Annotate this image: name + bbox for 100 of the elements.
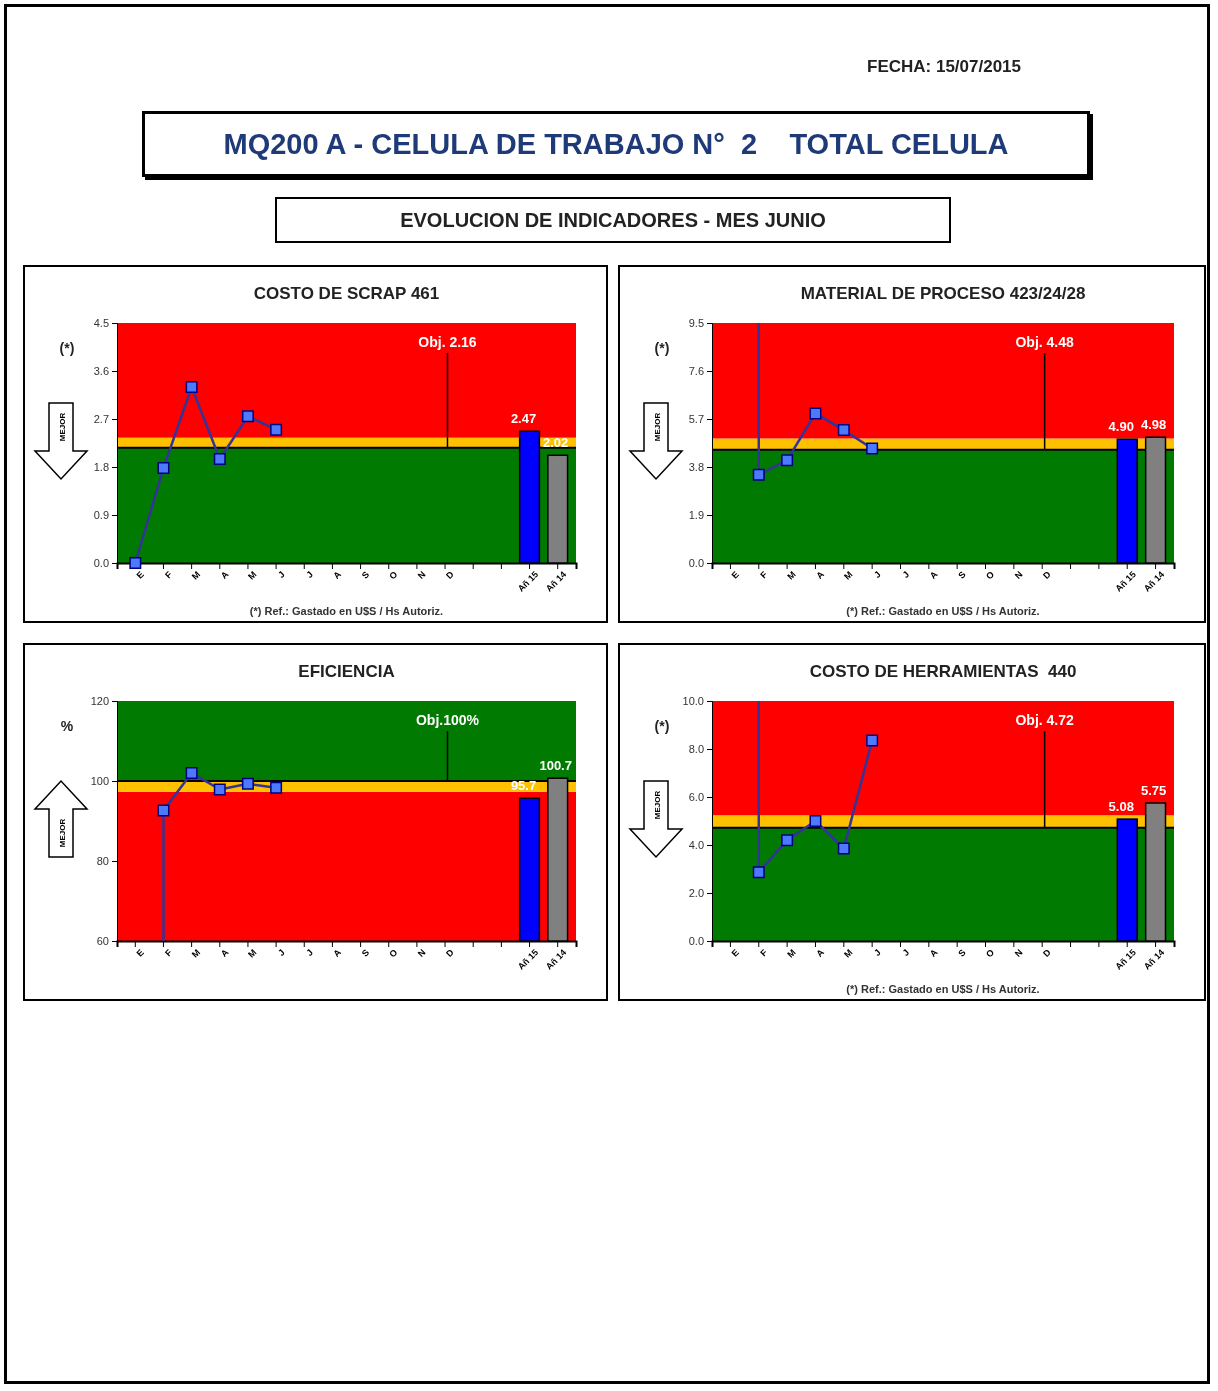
x-tick-label: F: [163, 947, 175, 959]
chart-title: EFICIENCIA: [298, 662, 395, 681]
x-tick-label: Añ 15: [1113, 569, 1138, 594]
text: FECHA: 15/07/2015: [867, 57, 1022, 77]
x-tick-label: S: [956, 947, 968, 959]
x-tick-label: Añ 15: [1113, 947, 1138, 972]
data-label: 4.90: [1108, 419, 1134, 435]
x-tick-label: A: [331, 569, 344, 582]
x-tick-label: M: [189, 947, 203, 960]
arrow-icon: MEJOR: [628, 402, 684, 481]
x-tick-label: N: [415, 947, 428, 960]
x-tick-label: N: [1012, 569, 1025, 582]
chart-title: COSTO DE HERRAMIENTAS 440: [809, 662, 1077, 681]
y-tick-label: 2.7: [93, 413, 109, 426]
data-label: 5.75: [1140, 783, 1167, 798]
x-tick-label: A: [814, 569, 827, 582]
x-tick-label: J: [872, 947, 883, 958]
ref-line-label: Obj. 2.16: [418, 334, 477, 350]
y-tick-label: 4.5: [93, 317, 109, 330]
x-tick-label: D: [1041, 947, 1054, 960]
ref-line-label: Obj.100%: [415, 712, 480, 728]
x-tick-label: M: [842, 569, 855, 582]
x-tick-label: E: [729, 569, 742, 581]
x-tick-label: O: [984, 569, 997, 582]
x-tick-label: S: [956, 569, 968, 581]
x-tick-label: J: [276, 569, 287, 580]
chart-title: MATERIAL DE PROCESO 423/24/28: [800, 284, 1086, 303]
x-tick-label: M: [246, 947, 259, 960]
x-tick-label: Añ 15: [515, 947, 541, 972]
x-tick-label: S: [359, 569, 372, 581]
y-tick-label: 3.8: [688, 461, 704, 474]
x-tick-label: F: [758, 947, 770, 959]
y-tick-label: 2.0: [688, 887, 704, 900]
arrow-icon: MEJOR: [628, 780, 684, 859]
y-tick-label: 0.0: [688, 935, 704, 948]
x-tick-label: J: [304, 947, 315, 958]
x-tick-label: O: [387, 947, 400, 960]
x-tick-label: A: [814, 947, 827, 960]
arrow-icon: MEJOR: [33, 402, 89, 481]
y-tick-label: 1.9: [688, 509, 704, 522]
x-tick-label: Añ 14: [1141, 569, 1167, 594]
x-tick-label: Añ 14: [543, 569, 569, 594]
data-label: 4.98: [1140, 417, 1167, 433]
text: (*) Ref.: Gastado en U$S / Hs Autoriz.: [846, 605, 1040, 617]
x-tick-label: S: [359, 947, 372, 959]
y-tick-label: 5.7: [688, 413, 704, 426]
y-axis-title: (*): [59, 340, 75, 356]
y-tick-label: 6.0: [688, 791, 704, 804]
x-tick-label: E: [134, 569, 146, 581]
x-tick-label: Añ 14: [543, 947, 569, 972]
x-tick-label: J: [900, 947, 912, 958]
y-tick-label: 4.0: [688, 839, 704, 852]
x-tick-label: N: [1012, 947, 1025, 960]
data-label: 2.02: [543, 435, 569, 451]
y-tick-label: 60: [96, 935, 109, 948]
x-tick-label: J: [900, 569, 912, 580]
data-label: 2.47: [510, 411, 537, 427]
y-tick-label: 0.0: [688, 557, 704, 570]
ref-line-label: Obj. 4.48: [1015, 334, 1075, 350]
x-tick-label: Añ 15: [515, 569, 541, 594]
x-tick-label: F: [758, 569, 770, 581]
y-axis-title: (*): [654, 718, 670, 734]
x-tick-label: A: [331, 947, 344, 960]
arrow-icon: MEJOR: [33, 779, 89, 858]
text: MQ200 A - CELULA DE TRABAJO N° 2 TOTAL CELULA: [142, 111, 1090, 177]
chart-title: COSTO DE SCRAP 461: [253, 284, 440, 303]
text: (*) Ref.: Gastado en U$S / Hs Autoriz.: [249, 605, 444, 617]
x-tick-label: J: [304, 569, 315, 580]
x-tick-label: Añ 14: [1141, 947, 1167, 972]
text: EVOLUCION DE INDICADORES - MES JUNIO: [275, 197, 951, 243]
y-tick-label: 9.5: [688, 317, 704, 330]
x-tick-label: J: [872, 569, 883, 580]
y-tick-label: 10.0: [682, 695, 704, 708]
data-label: 95.7: [510, 778, 537, 794]
x-tick-label: O: [984, 947, 997, 960]
x-tick-label: N: [415, 569, 428, 582]
y-tick-label: 8.0: [688, 743, 704, 756]
y-tick-label: 80: [96, 855, 109, 868]
y-tick-label: 120: [90, 695, 109, 708]
y-tick-label: 7.6: [688, 365, 704, 378]
x-tick-label: M: [189, 569, 203, 582]
text: (*) Ref.: Gastado en U$S / Hs Autoriz.: [846, 983, 1040, 995]
x-tick-label: A: [927, 947, 940, 960]
x-tick-label: D: [1041, 569, 1054, 582]
x-tick-label: J: [276, 947, 287, 958]
data-label: 100.7: [539, 758, 572, 774]
y-tick-label: 0.0: [93, 557, 109, 570]
x-tick-label: A: [218, 947, 231, 960]
y-tick-label: 3.6: [93, 365, 109, 378]
y-axis-title: (*): [654, 340, 670, 356]
x-tick-label: M: [785, 569, 798, 582]
y-axis-title: %: [60, 718, 74, 734]
data-label: 5.08: [1108, 799, 1134, 815]
x-tick-label: M: [246, 569, 259, 582]
x-tick-label: F: [163, 569, 175, 581]
x-tick-label: M: [842, 947, 855, 960]
x-tick-label: A: [218, 569, 231, 582]
x-tick-label: O: [387, 569, 400, 582]
x-tick-label: E: [729, 947, 742, 959]
y-tick-label: 100: [90, 775, 109, 788]
